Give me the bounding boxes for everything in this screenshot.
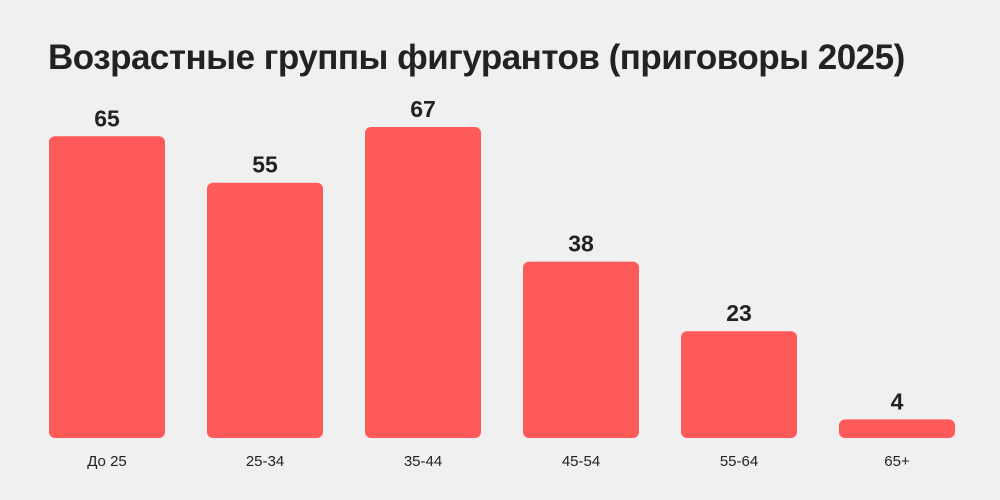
data-label: 67 — [410, 96, 436, 122]
data-label: 23 — [726, 300, 752, 326]
x-tick-label: 55-64 — [720, 453, 758, 470]
bar — [681, 331, 797, 438]
bar — [365, 127, 481, 438]
bar — [839, 419, 955, 438]
bar — [523, 261, 639, 438]
x-tick-label: 45-54 — [562, 453, 600, 470]
chart-title: Возрастные группы фигурантов (приговоры … — [48, 38, 905, 77]
x-tick-label: 65+ — [884, 453, 910, 470]
x-tick-label: До 25 — [87, 453, 127, 470]
x-tick-label: 25-34 — [246, 453, 284, 470]
bar — [207, 182, 323, 438]
bar — [49, 136, 165, 439]
data-label: 4 — [891, 388, 904, 414]
data-label: 65 — [94, 105, 120, 131]
data-label: 38 — [568, 231, 594, 257]
data-label: 55 — [252, 152, 278, 178]
x-tick-label: 35-44 — [404, 453, 442, 470]
